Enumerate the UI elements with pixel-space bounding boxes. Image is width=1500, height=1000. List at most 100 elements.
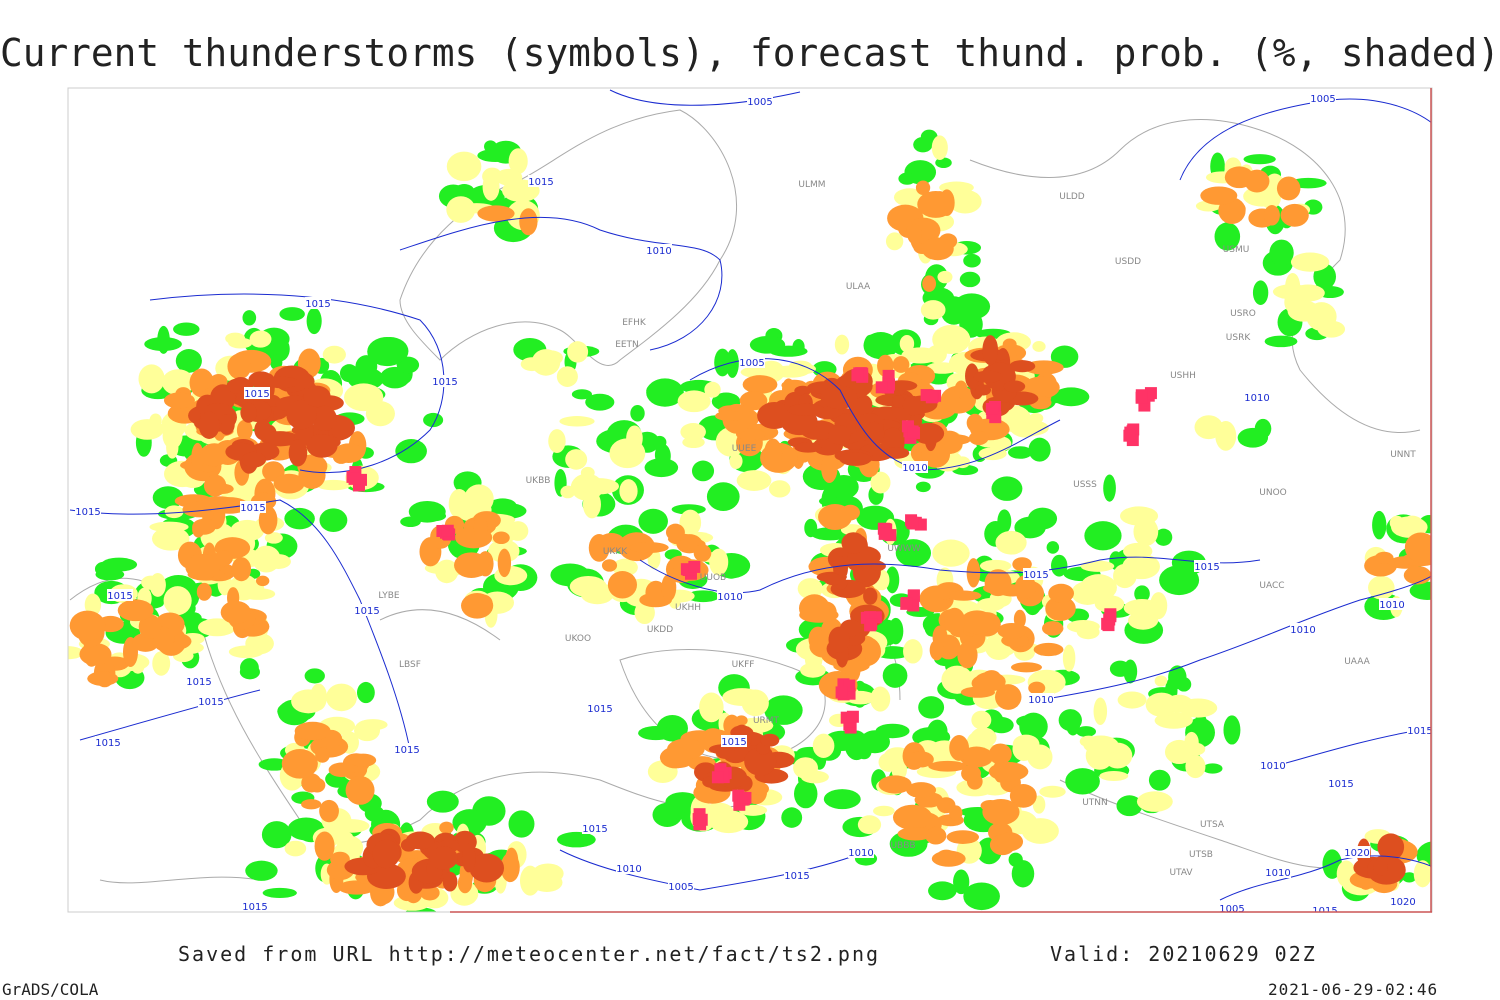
shade-cell <box>227 353 252 380</box>
isobar-label-bg <box>528 175 554 187</box>
shade-cell <box>1276 176 1301 201</box>
shade-cell <box>922 275 937 292</box>
isobar-label-bg <box>587 702 613 714</box>
shade-cell <box>971 710 992 730</box>
shade-cell <box>220 600 252 624</box>
shade-cell <box>199 443 229 467</box>
isobar-label-bg <box>305 297 331 309</box>
shade-cell <box>152 486 184 509</box>
shade-cell <box>1263 205 1280 226</box>
shade-cell <box>750 782 769 796</box>
isobar <box>1039 575 1432 701</box>
isobar-label: 1010 <box>616 864 641 875</box>
map: 1005 1005 1015 1010 1015 1015 1015 1005 1010 1010… <box>68 89 1432 912</box>
shade-cell <box>820 385 858 410</box>
shade-cell <box>504 847 519 874</box>
shade-cell <box>839 452 872 466</box>
shade-cell <box>997 509 1012 534</box>
shade-cell <box>800 770 829 784</box>
shade-cell <box>1252 280 1269 305</box>
isobar-label: 1015 <box>240 503 265 514</box>
isobar-label-bg <box>240 501 266 513</box>
shade-cell <box>1119 506 1159 526</box>
isobar-label-bg <box>75 505 101 517</box>
shade-cell <box>356 681 375 704</box>
shade-cell <box>818 504 853 530</box>
isobar-label-bg <box>668 880 694 892</box>
shade-cell <box>742 375 778 394</box>
shade-cell <box>902 395 923 416</box>
storm-symbol <box>907 426 920 439</box>
station-label: UKOO <box>565 634 591 644</box>
shade-cell <box>1123 599 1161 617</box>
isobar-label-bg <box>902 461 928 473</box>
shade-cell <box>138 614 162 639</box>
isobar-label: 1015 <box>107 591 132 602</box>
shade-cell <box>1019 712 1048 741</box>
shade-cell <box>1083 735 1119 755</box>
isobar <box>559 849 1432 901</box>
storm-symbol <box>875 381 888 394</box>
shade-cell <box>227 587 240 609</box>
shade-cell <box>988 762 1029 782</box>
thunderstorm-symbols <box>346 367 1157 831</box>
isobar-label-bg <box>1023 568 1049 580</box>
station-label: UNNT <box>1390 450 1416 460</box>
shade-cell <box>1011 860 1035 888</box>
station-label: UKFF <box>732 660 755 670</box>
shade-cell <box>196 582 212 601</box>
shade-cell <box>240 658 259 678</box>
shade-cell <box>891 758 908 781</box>
shade-cell <box>249 330 272 348</box>
shade-cell <box>1403 565 1432 585</box>
isobar-label: 1010 <box>646 246 671 257</box>
shade-cell <box>364 805 385 822</box>
shade-cell <box>1117 691 1147 709</box>
shade-cell <box>273 473 305 494</box>
shade-cell <box>303 385 331 407</box>
station-label: EETN <box>615 340 639 350</box>
station-label: USDD <box>1115 257 1141 267</box>
shade-cell <box>965 363 979 389</box>
shade-cell <box>314 831 335 861</box>
storm-symbol <box>925 391 938 404</box>
shade-cell <box>997 622 1027 639</box>
isobar-label-bg <box>1328 777 1354 789</box>
isobar-label-bg <box>1310 92 1336 104</box>
shade-cell <box>1039 785 1066 798</box>
shade-cell <box>264 532 283 544</box>
isobar-label-bg <box>95 736 121 748</box>
isobar-label-bg <box>1244 391 1270 403</box>
isobar-label-bg <box>1290 623 1316 635</box>
shade-cell <box>263 376 300 389</box>
shade-cell <box>921 237 954 261</box>
shade-cell <box>929 639 944 661</box>
shade-cell <box>326 683 357 712</box>
shade-cell <box>794 442 822 453</box>
isobar-label: 1015 <box>1194 562 1219 573</box>
shade-cell <box>1062 644 1076 672</box>
shade-cell <box>565 449 588 470</box>
shade-cell <box>245 860 278 881</box>
isobar-label-bg <box>432 375 458 387</box>
shade-cell <box>365 401 395 427</box>
shade-cell <box>254 419 272 441</box>
shade-cell <box>423 412 444 428</box>
shade-cell <box>936 849 956 863</box>
shade-cell <box>646 378 684 407</box>
shade-cell <box>638 726 674 741</box>
shade-cell <box>1050 345 1079 368</box>
shade-cell <box>1046 541 1060 554</box>
shade-cell <box>461 592 494 619</box>
shade-cell <box>556 831 596 848</box>
station-label: USRO <box>1230 309 1256 319</box>
shade-cell <box>882 446 910 459</box>
shade-cell <box>693 544 712 562</box>
isobar-label: 1010 <box>1290 625 1315 636</box>
shade-cell <box>101 557 138 572</box>
shade-cell <box>787 403 826 417</box>
shade-cell <box>1032 341 1046 352</box>
shade-cell <box>699 692 724 723</box>
shade-cell <box>319 799 339 823</box>
shade-cell <box>954 456 971 469</box>
